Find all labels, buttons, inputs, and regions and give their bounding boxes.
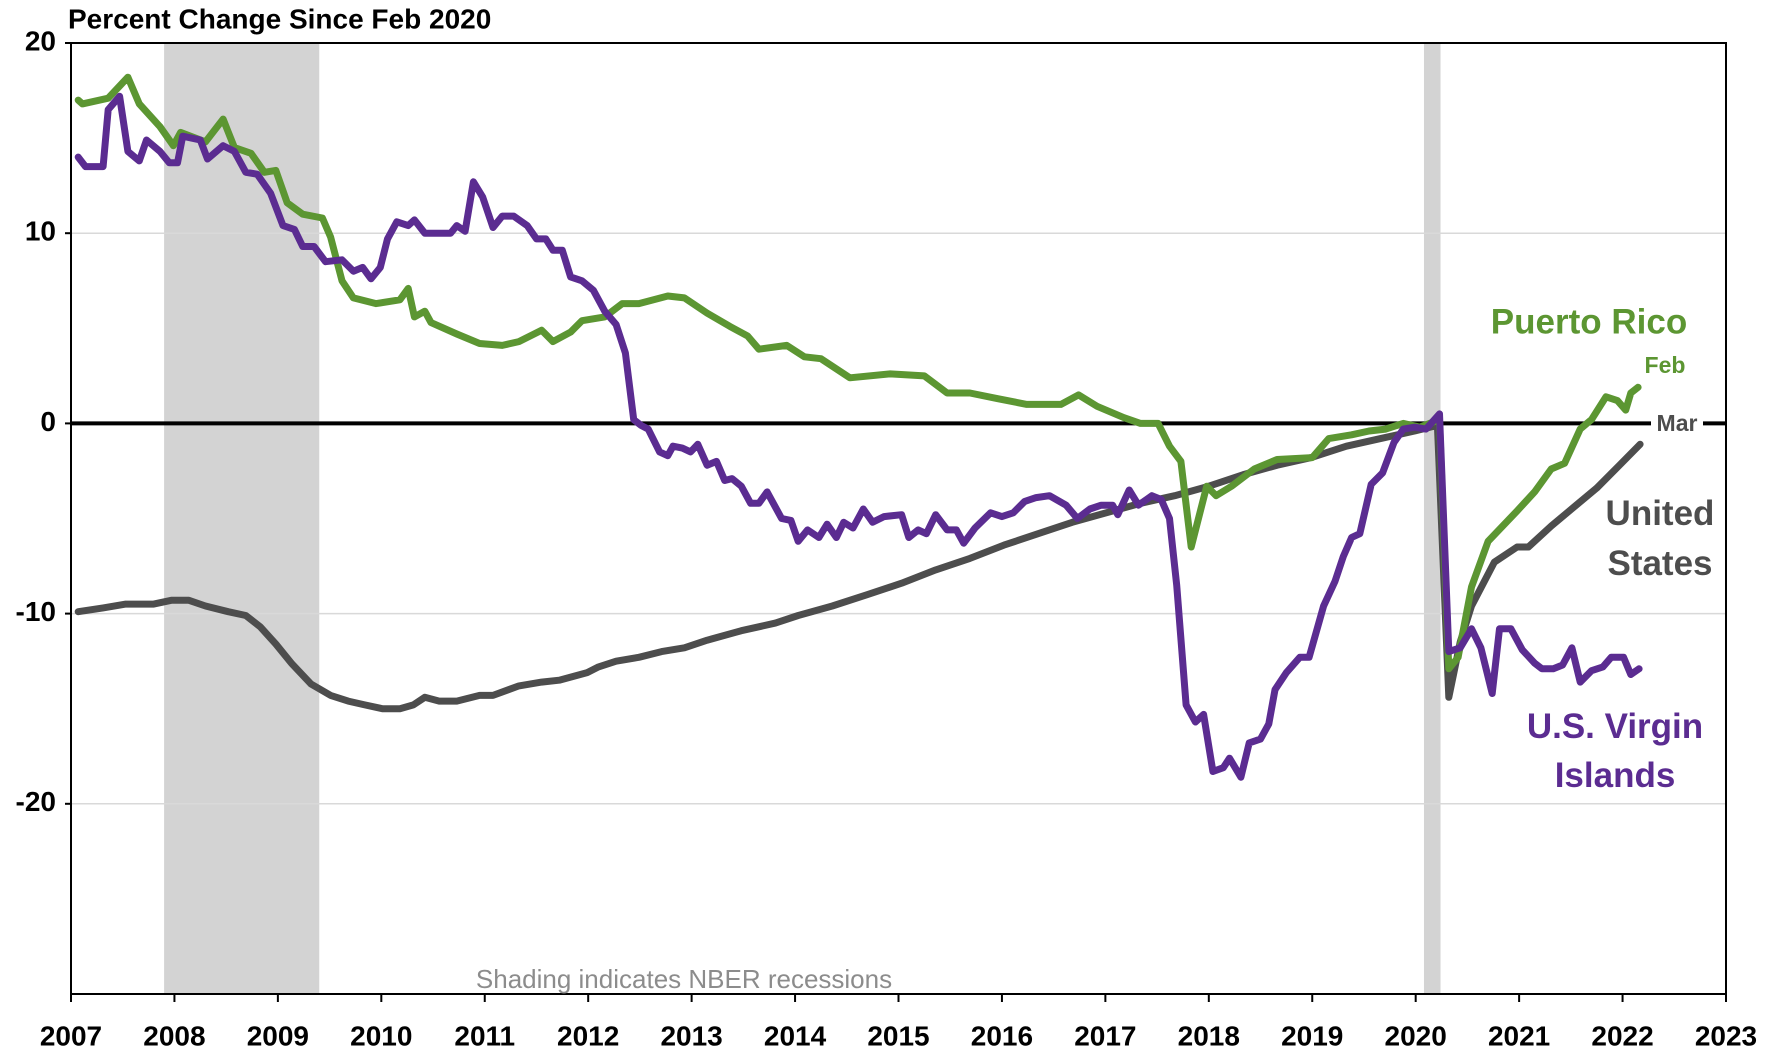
series-label: Puerto Rico (1491, 302, 1687, 341)
chart-title: Percent Change Since Feb 2020 (68, 3, 491, 34)
x-tick-label: 2016 (971, 1020, 1033, 1051)
y-tick-label: 0 (40, 406, 56, 437)
x-tick-label: 2012 (557, 1020, 619, 1051)
annotation: Shading indicates NBER recessions (476, 964, 892, 994)
annotation-bg (1651, 410, 1703, 440)
x-tick-label: 2021 (1488, 1020, 1550, 1051)
x-tick-label: 2018 (1178, 1020, 1240, 1051)
x-tick-label: 2023 (1695, 1020, 1757, 1051)
x-tick-label: 2009 (247, 1020, 309, 1051)
series-line (74, 92, 1643, 781)
x-tick-label: 2019 (1281, 1020, 1343, 1051)
y-tick-label: -20 (16, 786, 56, 817)
x-tick-label: 2014 (764, 1020, 827, 1051)
annotation: Feb (1645, 352, 1686, 378)
series-label: United States (1606, 494, 1715, 583)
annotation: Mar (1657, 410, 1698, 436)
recession-shading (164, 43, 320, 994)
y-tick-label: -10 (16, 596, 56, 627)
x-tick-label: 2010 (350, 1020, 412, 1051)
x-tick-label: 2007 (40, 1020, 102, 1051)
y-tick-label: 20 (25, 25, 56, 56)
x-tick-label: 2011 (454, 1020, 515, 1051)
y-tick-label: 10 (25, 216, 56, 247)
x-tick-label: 2013 (660, 1020, 722, 1051)
x-tick-label: 2020 (1385, 1020, 1447, 1051)
x-tick-label: 2008 (143, 1020, 205, 1051)
series-label: U.S. Virgin Islands (1527, 707, 1703, 795)
plot-frame (70, 42, 1727, 995)
x-tick-label: 2017 (1074, 1020, 1136, 1051)
recession-shading (1423, 43, 1441, 994)
x-tick-label: 2022 (1591, 1020, 1653, 1051)
x-tick-label: 2015 (867, 1020, 929, 1051)
